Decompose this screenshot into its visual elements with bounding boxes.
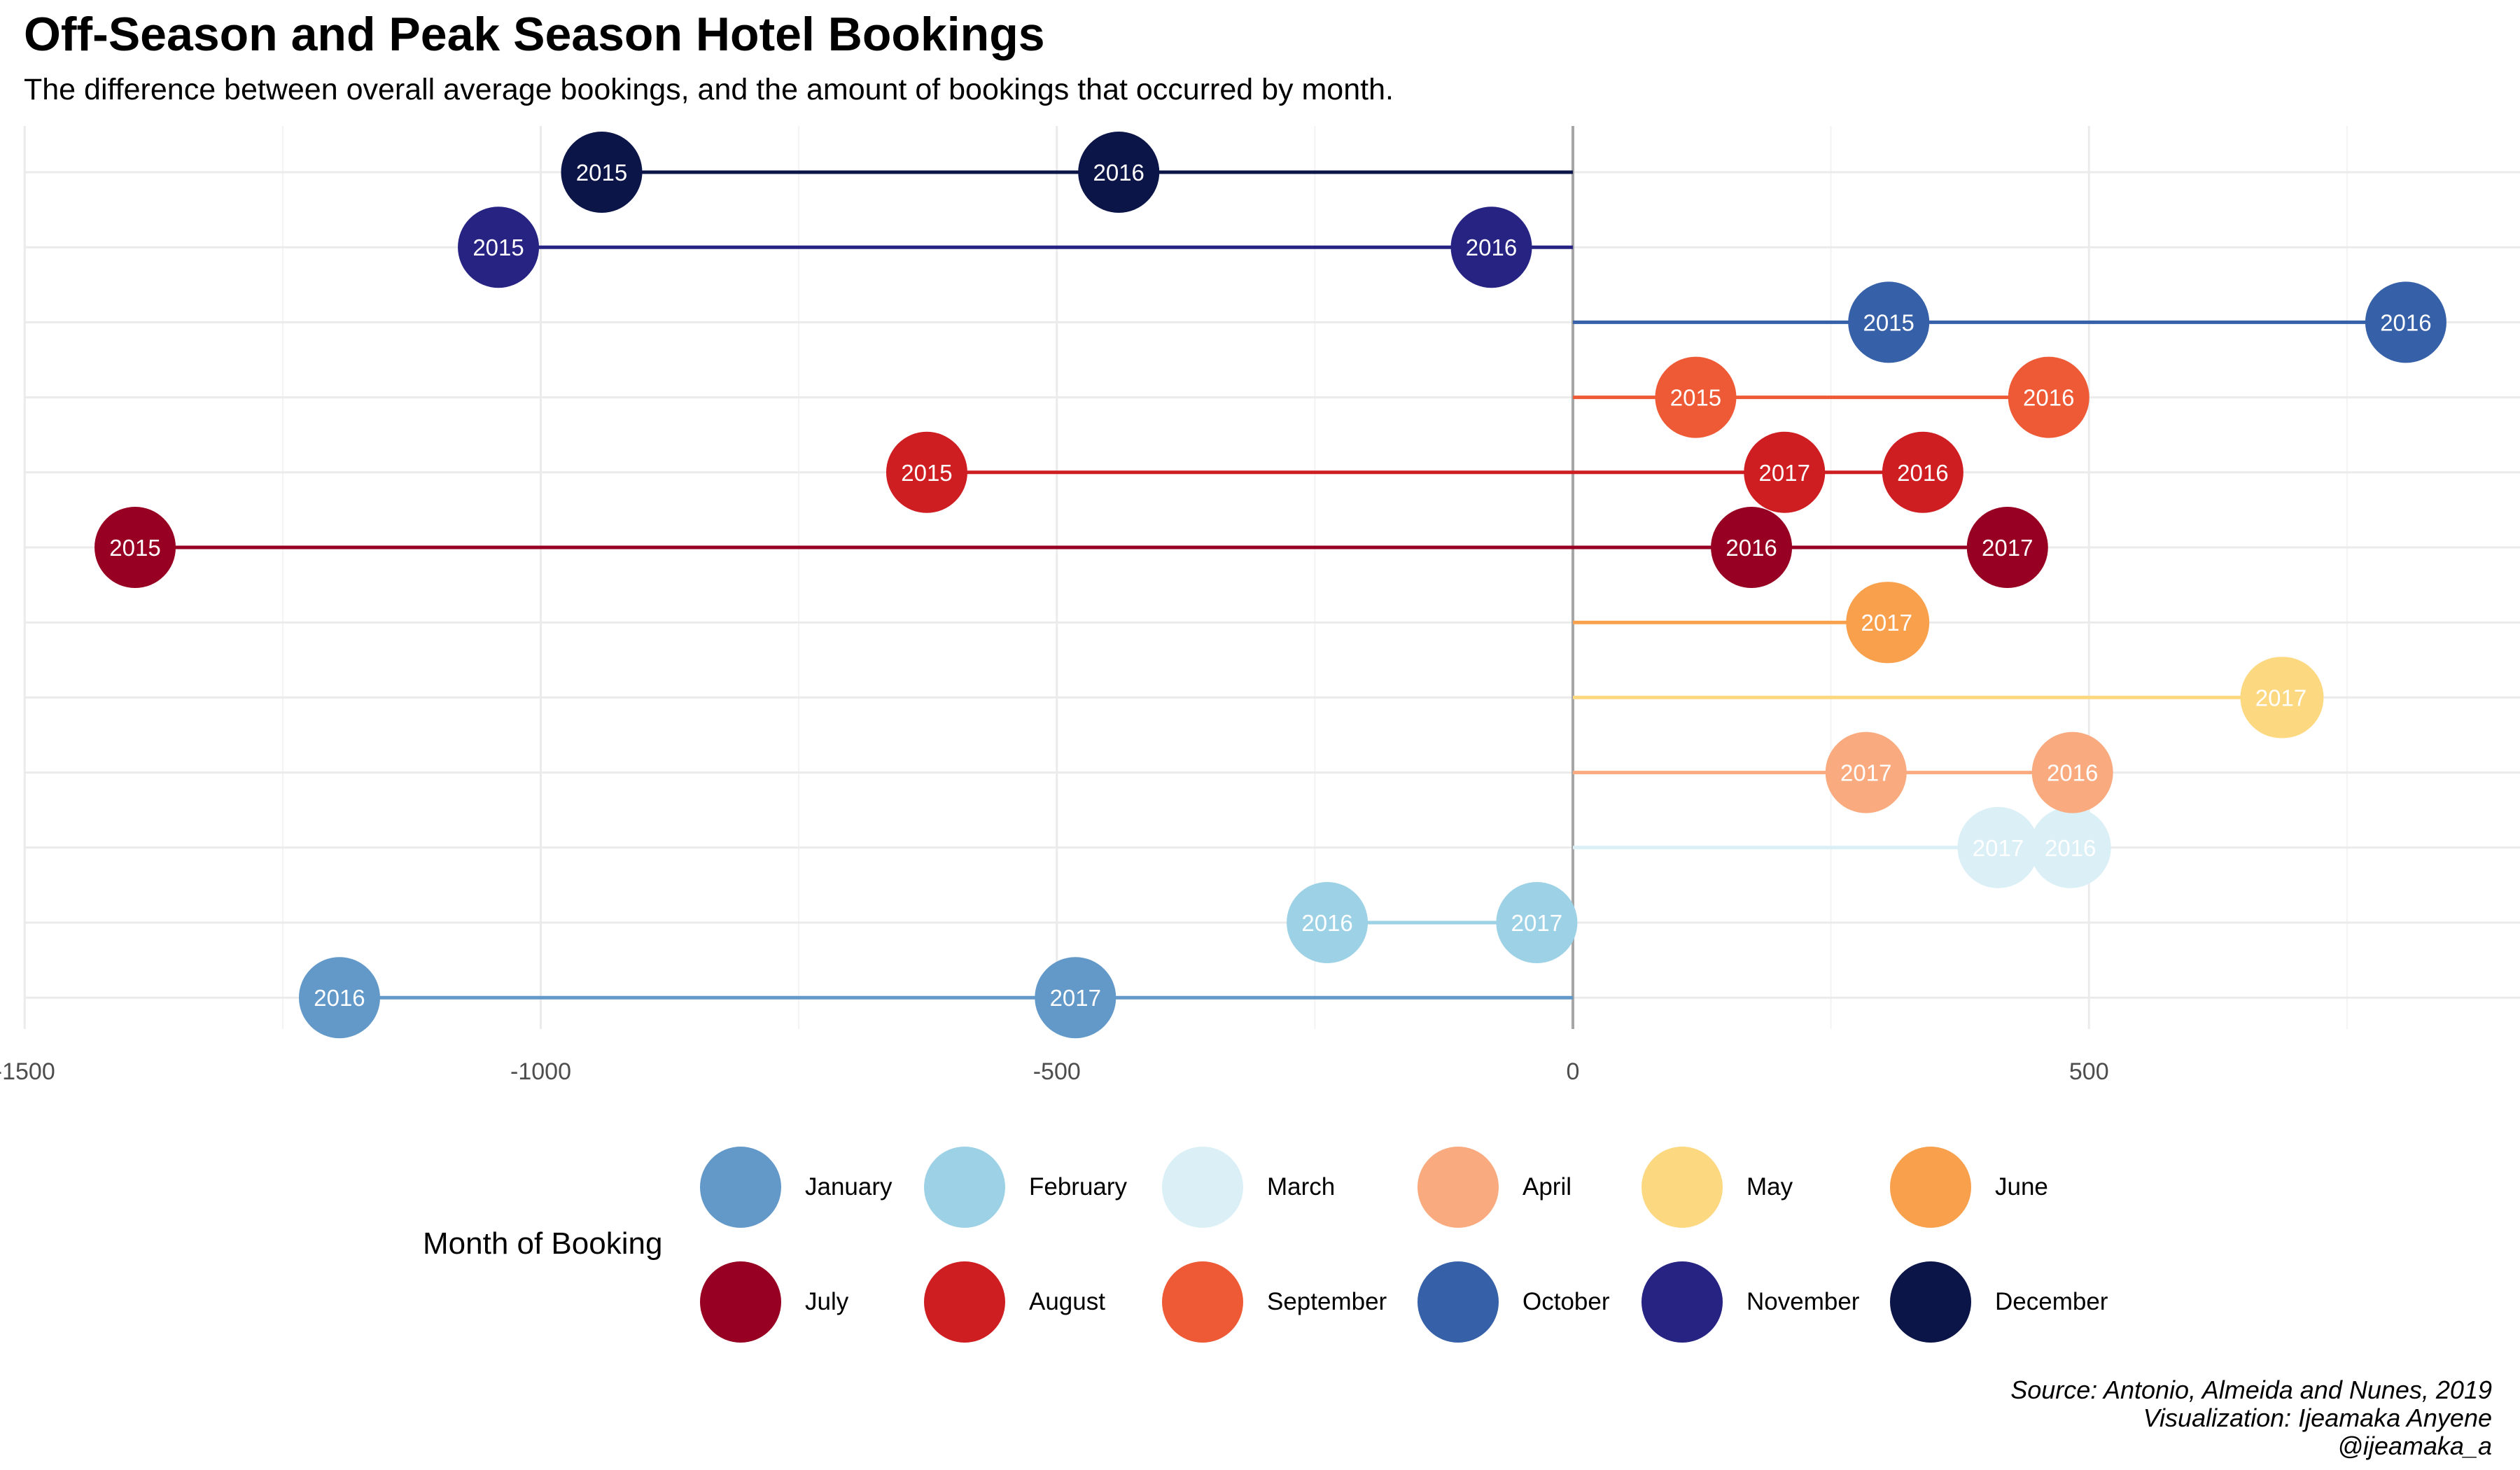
point-label: 2015: [109, 535, 160, 561]
legend-label: February: [1029, 1173, 1128, 1200]
point-label: 2017: [1840, 760, 1891, 786]
x-tick-label: 0: [1567, 1058, 1580, 1085]
legend-key: [924, 1147, 1005, 1228]
plot-area: -1500 -1000 -500 0 500 2016 2017 2016 2017 2016 20…: [0, 126, 2520, 1085]
legend-key: [1418, 1147, 1499, 1228]
legend-label: March: [1267, 1173, 1336, 1200]
point-june-2017: [1846, 582, 1928, 664]
point-label: 2015: [1670, 385, 1721, 411]
caption-handle: @ijeamaka_a: [2337, 1432, 2492, 1460]
point-label: 2016: [2047, 760, 2098, 786]
point-label: 2017: [1982, 535, 2033, 561]
legend-label: September: [1267, 1288, 1387, 1315]
x-tick-label: -500: [1033, 1058, 1081, 1085]
point-february-2017: [1496, 882, 1578, 963]
legend-label: August: [1029, 1288, 1105, 1315]
point-september-2016: [2008, 356, 2090, 438]
x-tick-label: -1500: [0, 1058, 55, 1085]
point-label: 2016: [2023, 385, 2074, 411]
legend-label: October: [1522, 1288, 1610, 1315]
point-february-2016: [1287, 882, 1368, 963]
point-january-2016: [298, 957, 380, 1039]
point-march-2016: [2029, 806, 2111, 888]
point-december-2015: [561, 132, 643, 213]
point-label: 2016: [2380, 309, 2431, 335]
point-label: 2016: [2045, 835, 2096, 861]
point-label: 2016: [1301, 910, 1352, 936]
point-label: 2016: [1466, 234, 1517, 260]
point-august-2017: [1744, 431, 1826, 513]
point-label: 2017: [1973, 835, 2024, 861]
point-december-2016: [1078, 132, 1160, 213]
legend-key: [1642, 1261, 1723, 1343]
caption-credit: Visualization: Ijeamaka Anyene: [2143, 1404, 2492, 1432]
point-label: 2017: [2255, 685, 2306, 710]
chart-title: Off-Season and Peak Season Hotel Booking…: [24, 8, 1045, 61]
legend-key: [700, 1147, 781, 1228]
legend-key: [924, 1261, 1005, 1343]
point-august-2016: [1882, 431, 1963, 513]
point-label: 2015: [576, 160, 627, 186]
point-label: 2016: [314, 985, 365, 1011]
point-label: 2016: [1093, 160, 1144, 186]
point-label: 2016: [1726, 535, 1777, 561]
legend-key: [1890, 1147, 1971, 1228]
point-july-2017: [1966, 507, 2048, 588]
point-may-2017: [2240, 657, 2322, 738]
legend-label: December: [1995, 1288, 2108, 1315]
point-label: 2015: [1863, 309, 1914, 335]
legend-key: [1642, 1147, 1723, 1228]
legend-label: April: [1522, 1173, 1572, 1200]
point-label: 2017: [1759, 460, 1810, 486]
legend-label: July: [805, 1288, 849, 1315]
point-january-2017: [1035, 957, 1116, 1039]
point-april-2017: [1825, 732, 1907, 813]
chart-subtitle: The difference between overall average b…: [24, 73, 1394, 106]
point-label: 2015: [472, 234, 524, 260]
point-november-2016: [1450, 206, 1532, 288]
point-label: 2016: [1897, 460, 1948, 486]
point-august-2015: [886, 431, 967, 513]
legend-label: January: [805, 1173, 892, 1200]
point-october-2015: [1848, 281, 1930, 363]
caption-source: Source: Antonio, Almeida and Nunes, 2019: [2010, 1376, 2492, 1404]
legend-label: May: [1746, 1173, 1793, 1200]
caption: Source: Antonio, Almeida and Nunes, 2019…: [2010, 1376, 2492, 1460]
point-label: 2017: [1050, 985, 1101, 1011]
point-label: 2017: [1861, 610, 1912, 636]
point-july-2015: [94, 507, 176, 588]
legend-key: [1162, 1261, 1243, 1343]
legend-title: Month of Booking: [423, 1226, 663, 1261]
point-label: 2015: [901, 460, 952, 486]
legend-label: June: [1995, 1173, 2048, 1200]
legend-key: [1418, 1261, 1499, 1343]
point-march-2017: [1957, 806, 2039, 888]
x-tick-label: -1000: [510, 1058, 571, 1085]
legend-label: November: [1746, 1288, 1860, 1315]
legend-key: [1162, 1147, 1243, 1228]
point-label: 2017: [1511, 910, 1562, 936]
point-november-2015: [458, 206, 540, 288]
point-july-2016: [1711, 507, 1793, 588]
point-october-2016: [2365, 281, 2446, 363]
x-tick-label: 500: [2069, 1058, 2109, 1085]
point-september-2015: [1655, 356, 1737, 438]
legend-key: [1890, 1261, 1971, 1343]
point-april-2016: [2031, 732, 2113, 813]
legend-key: [700, 1261, 781, 1343]
